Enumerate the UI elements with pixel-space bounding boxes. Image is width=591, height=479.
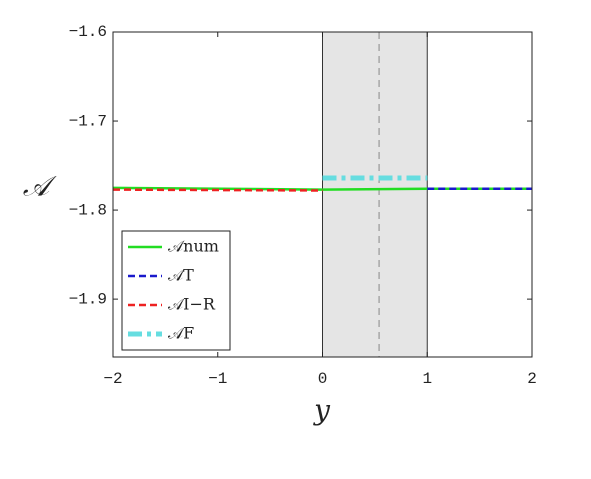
legend-label: 𝒜F: [168, 324, 194, 343]
y-axis-label: 𝒜: [23, 170, 57, 203]
legend-label: 𝒜T: [168, 266, 194, 285]
y-tick-label: −1.7: [69, 112, 107, 130]
series-line: [112, 186, 532, 191]
shaded-region: [322, 31, 428, 358]
x-tick-label: 1: [422, 370, 432, 388]
x-tick-label: −1: [208, 370, 227, 388]
y-tick-label: −1.9: [69, 290, 107, 308]
y-tick-label: −1.8: [69, 201, 107, 219]
series-line: [112, 188, 323, 192]
legend-box: [121, 230, 231, 351]
legend-label: 𝒜I−R: [168, 295, 216, 314]
x-axis-label: y: [312, 394, 331, 427]
x-tick-label: 0: [318, 370, 328, 388]
legend: 𝒜num 𝒜T 𝒜I−R 𝒜F: [121, 230, 231, 351]
x-tick-label: −2: [103, 370, 122, 388]
legend-label: 𝒜num: [168, 237, 219, 256]
x-tick-label: 2: [527, 370, 537, 388]
y-tick-label: −1.6: [69, 23, 107, 41]
